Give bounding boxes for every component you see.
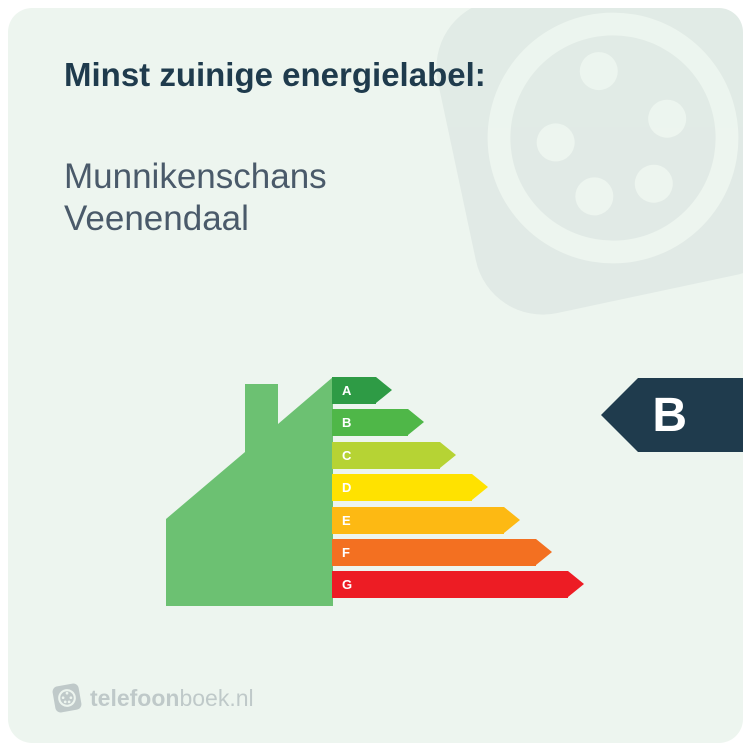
footer-logo-icon: [52, 683, 82, 713]
badge-arrow-icon: [601, 378, 638, 452]
bar-label: F: [342, 539, 350, 566]
badge-text: B: [638, 388, 743, 443]
subtitle: Munnikenschans Veenendaal: [64, 156, 327, 240]
card: Minst zuinige energielabel: Munnikenscha…: [8, 8, 743, 743]
bar-label: E: [342, 507, 351, 534]
bar-label: B: [342, 409, 351, 436]
house-icon: [148, 356, 338, 611]
bar-label: G: [342, 571, 352, 598]
title: Minst zuinige energielabel:: [64, 56, 486, 94]
rating-badge: B: [638, 378, 743, 452]
bar-label: A: [342, 377, 351, 404]
energy-diagram: ABCDEFG: [148, 356, 608, 636]
bar-label: C: [342, 442, 351, 469]
footer: telefoonboek.nl: [52, 683, 254, 713]
bar-label: D: [342, 474, 351, 501]
footer-brand-strong: telefoon: [90, 685, 179, 712]
footer-brand-light: boek.nl: [179, 685, 253, 712]
